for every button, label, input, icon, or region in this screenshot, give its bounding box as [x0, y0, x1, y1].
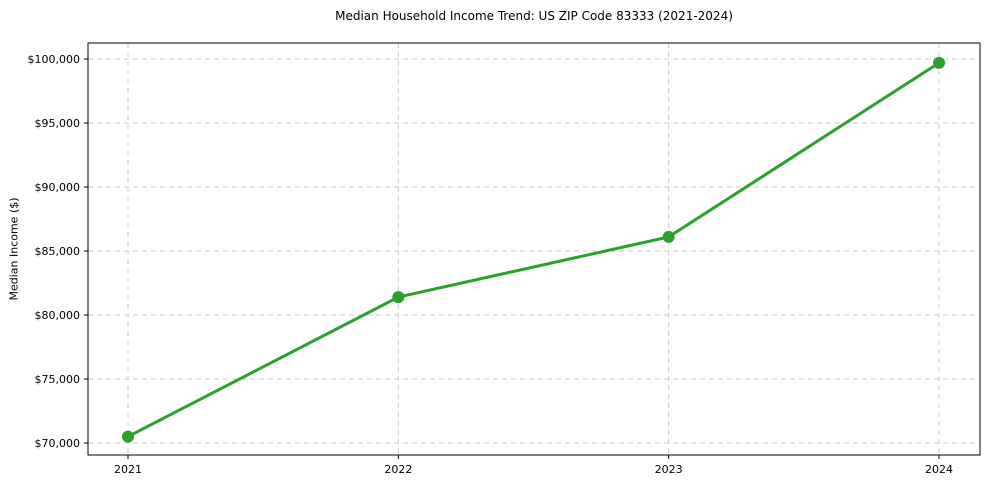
x-tick-label: 2024 — [925, 463, 953, 476]
data-point — [122, 430, 134, 443]
axes-frame — [87, 42, 981, 456]
data-point — [392, 291, 405, 304]
x-tick-label: 2023 — [655, 463, 683, 476]
y-tick-label: $95,000 — [35, 117, 81, 130]
x-tick-label: 2022 — [384, 463, 412, 476]
y-tick-label: $90,000 — [35, 181, 81, 194]
data-line — [126, 61, 941, 439]
x-tick-label: 2021 — [114, 463, 142, 476]
y-tick-label: $85,000 — [35, 245, 81, 258]
y-tick-label: $75,000 — [35, 373, 81, 386]
y-tick-label: $70,000 — [35, 437, 81, 450]
data-point — [933, 56, 945, 69]
y-tick-label: $100,000 — [28, 53, 81, 66]
data-point — [662, 230, 675, 243]
y-tick-label: $80,000 — [35, 309, 81, 322]
chart-title: Median Household Income Trend: US ZIP Co… — [335, 9, 733, 23]
